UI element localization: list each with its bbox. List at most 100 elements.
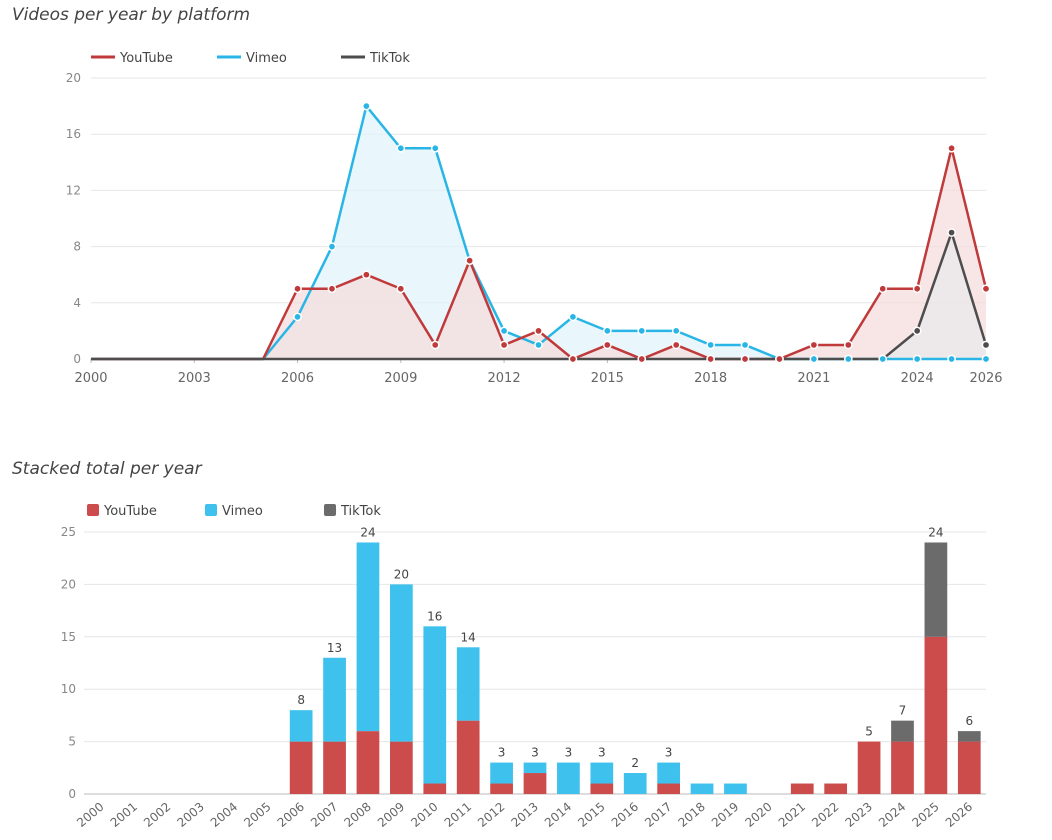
- point-vimeo: [740, 340, 750, 350]
- x-tick-label: 2000: [74, 800, 106, 830]
- legend-swatch-youtube: [87, 504, 99, 516]
- y-tick-label: 15: [61, 630, 76, 644]
- point-vimeo: [430, 143, 440, 153]
- bar-youtube: [824, 783, 848, 794]
- x-tick-label: 2022: [809, 800, 841, 830]
- y-tick-label: 20: [66, 71, 81, 85]
- point-vimeo: [568, 312, 578, 322]
- bar-total-label: 24: [360, 525, 375, 539]
- point-youtube: [396, 284, 406, 294]
- x-tick-label: 2019: [709, 800, 741, 830]
- point-youtube: [981, 284, 991, 294]
- y-tick-label: 20: [61, 577, 76, 591]
- point-vimeo: [809, 354, 819, 364]
- point-youtube: [671, 340, 681, 350]
- point-vimeo: [912, 354, 922, 364]
- bar-tiktok: [957, 731, 981, 742]
- x-tick-label: 2001: [108, 800, 140, 830]
- bar-total-label: 8: [297, 693, 305, 707]
- x-tick-label: 2012: [488, 371, 521, 386]
- legend-label-youtube: YouTube: [103, 504, 157, 519]
- bar-total-label: 13: [327, 641, 342, 655]
- point-youtube: [912, 284, 922, 294]
- point-vimeo: [396, 143, 406, 153]
- bar-vimeo: [390, 584, 413, 742]
- bar-youtube: [323, 741, 346, 794]
- line-chart-title: Videos per year by platform: [12, 5, 251, 25]
- point-vimeo: [534, 340, 543, 350]
- legend-label-vimeo: Vimeo: [246, 51, 287, 66]
- legend-label-tiktok: TikTok: [369, 51, 410, 66]
- legend-swatch-tiktok: [324, 504, 336, 516]
- legend-swatch-vimeo: [205, 504, 217, 516]
- bar-total-label: 5: [865, 725, 873, 739]
- bar-vimeo: [323, 657, 346, 742]
- area-youtube: [91, 148, 986, 359]
- bar-youtube: [490, 783, 513, 794]
- y-tick-label: 10: [61, 682, 76, 696]
- bar-tiktok: [924, 542, 948, 637]
- bar-total-label: 3: [598, 746, 606, 760]
- y-tick-label: 5: [68, 735, 76, 749]
- point-youtube: [878, 284, 888, 294]
- x-tick-label: 2000: [74, 371, 107, 386]
- legend-label-youtube: YouTube: [119, 51, 173, 66]
- x-tick-label: 2024: [876, 800, 908, 830]
- bar-youtube: [590, 783, 614, 794]
- point-vimeo: [602, 326, 612, 336]
- point-vimeo: [878, 354, 888, 364]
- point-vimeo: [947, 354, 956, 364]
- x-tick-label: 2026: [943, 800, 975, 830]
- point-youtube: [465, 256, 475, 265]
- bar-youtube: [857, 741, 881, 794]
- x-tick-label: 2017: [642, 800, 674, 830]
- bar-youtube: [390, 741, 413, 794]
- bar-total-label: 2: [631, 756, 639, 770]
- area-vimeo: [91, 106, 986, 359]
- bar-vimeo: [356, 542, 380, 732]
- bar-vimeo: [456, 647, 480, 721]
- x-tick-label: 2012: [475, 800, 507, 830]
- x-tick-label: 2018: [694, 371, 727, 386]
- bar-youtube: [356, 731, 380, 794]
- x-tick-label: 2026: [969, 371, 1002, 386]
- point-tiktok: [912, 326, 922, 336]
- line-chart: 0 4 8 12 16 20 2000 2003 2006 2009 2012 2015 2018 202…: [66, 51, 1003, 386]
- bar-youtube: [657, 783, 680, 794]
- bar-vimeo: [423, 626, 447, 784]
- point-youtube: [534, 326, 543, 336]
- point-youtube: [327, 284, 337, 294]
- point-vimeo: [843, 354, 853, 364]
- bar-total-label: 14: [461, 630, 476, 644]
- point-youtube: [706, 354, 715, 364]
- point-vimeo: [362, 101, 371, 111]
- point-youtube: [775, 354, 784, 364]
- point-youtube: [602, 340, 612, 350]
- bar-chart-title: Stacked total per year: [12, 459, 202, 479]
- point-youtube: [499, 340, 509, 350]
- point-youtube: [947, 143, 956, 153]
- point-youtube: [293, 284, 302, 294]
- bar-vimeo: [523, 762, 547, 774]
- bar-total-label: 6: [965, 714, 973, 728]
- point-youtube: [362, 270, 371, 280]
- x-tick-label: 2011: [442, 800, 474, 830]
- bar-youtube: [289, 741, 313, 794]
- point-youtube: [430, 340, 440, 350]
- y-tick-label: 4: [73, 296, 81, 310]
- x-tick-label: 2009: [384, 371, 417, 386]
- x-tick-label: 2021: [797, 371, 830, 386]
- bar-youtube: [891, 741, 914, 794]
- point-vimeo: [327, 242, 337, 251]
- bar-youtube: [456, 720, 480, 794]
- bar-total-label: 3: [665, 746, 673, 760]
- point-tiktok: [947, 228, 956, 237]
- x-tick-label: 2021: [776, 800, 808, 830]
- x-tick-label: 2002: [141, 800, 173, 830]
- x-tick-label: 2018: [676, 800, 708, 830]
- x-tick-label: 2024: [901, 371, 934, 386]
- bar-total-label: 16: [427, 609, 442, 623]
- y-tick-label: 16: [66, 127, 81, 141]
- bar-vimeo: [657, 762, 680, 784]
- x-tick-label: 2020: [742, 800, 774, 830]
